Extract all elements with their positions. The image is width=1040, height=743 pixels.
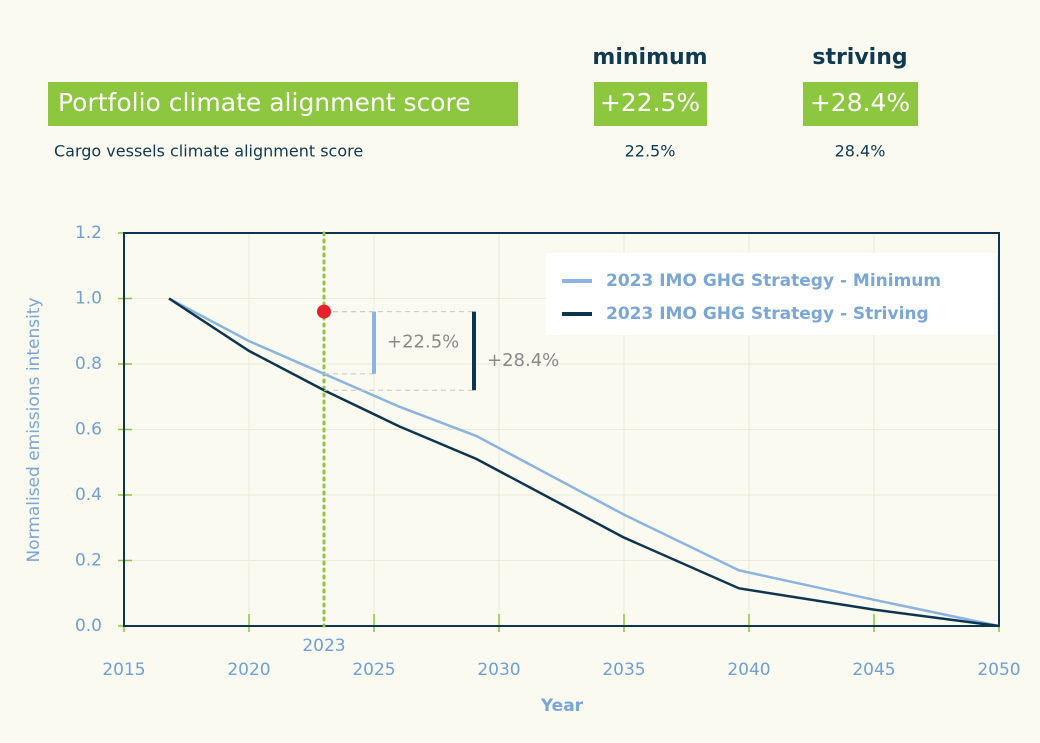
y-tick-label: 0.6 <box>75 420 102 440</box>
row-label: Portfolio climate alignment score <box>58 88 471 117</box>
plot-frame <box>123 232 1000 627</box>
score: 22.5% <box>625 142 676 161</box>
y-axis-label: Normalised emissions intensity <box>24 297 44 562</box>
legend-label: 2023 IMO GHG Strategy - Minimum <box>606 271 941 291</box>
x-axis-label: Year <box>540 696 584 716</box>
series-line <box>168 297 1000 628</box>
x-tick-label: 2050 <box>977 660 1020 680</box>
score: 28.4% <box>835 142 886 161</box>
score: +28.4% <box>810 88 910 117</box>
x-tick-label: 2030 <box>477 660 520 680</box>
legend-label: 2023 IMO GHG Strategy - Striving <box>606 304 929 324</box>
y-tick-label: 0.2 <box>75 551 102 571</box>
x-tick-label: 2040 <box>727 660 770 680</box>
label-box <box>48 82 518 126</box>
series-line <box>168 297 1000 628</box>
column-header: minimum <box>592 45 707 70</box>
row-label: Cargo vessels climate alignment score <box>54 142 363 161</box>
score-box <box>594 82 707 126</box>
x-tick-label: 2025 <box>352 660 395 680</box>
x-tick-label: 2035 <box>602 660 645 680</box>
bracket-label: +28.4% <box>487 350 559 371</box>
legend-box <box>546 253 997 335</box>
marker-label: 2023 <box>302 636 345 656</box>
x-tick-label: 2020 <box>227 660 270 680</box>
point <box>317 304 331 319</box>
x-tick-label: 2045 <box>852 660 895 680</box>
column-header: striving <box>812 45 907 70</box>
y-tick-label: 0.4 <box>75 485 102 505</box>
y-tick-label: 1.2 <box>75 223 102 243</box>
y-tick-label: 0.0 <box>75 616 102 636</box>
y-tick-label: 0.8 <box>75 354 102 374</box>
score-box <box>803 82 918 126</box>
x-tick-label: 2015 <box>102 660 145 680</box>
y-tick-label: 1.0 <box>75 289 102 309</box>
score: +22.5% <box>600 88 700 117</box>
bracket-label: +22.5% <box>387 332 459 353</box>
